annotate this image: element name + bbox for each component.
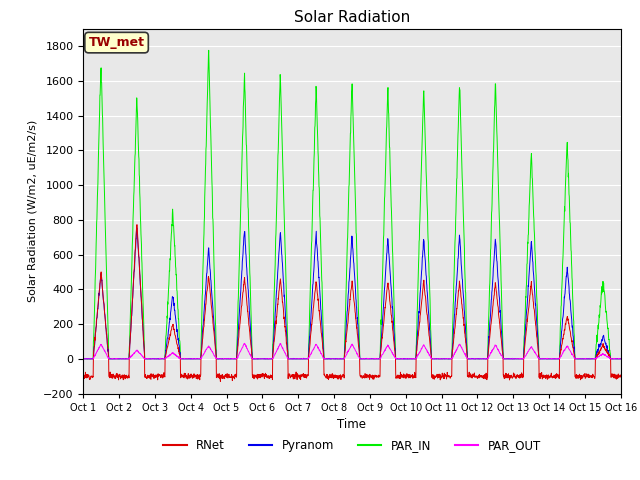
- Line: Pyranom: Pyranom: [83, 228, 621, 359]
- PAR_OUT: [229, 356, 237, 361]
- RNet: [509, 374, 516, 380]
- Pyranom: [133, 225, 141, 231]
- PAR_IN: [230, 356, 237, 361]
- Pyranom: [570, 338, 577, 344]
- RNet: [368, 374, 376, 380]
- Pyranom: [584, 356, 592, 362]
- PAR_IN: [81, 356, 88, 362]
- PAR_OUT: [380, 350, 387, 356]
- Line: RNet: RNet: [83, 225, 621, 382]
- RNet: [570, 349, 577, 355]
- Pyranom: [380, 307, 387, 312]
- PAR_IN: [617, 356, 625, 362]
- Text: TW_met: TW_met: [88, 36, 145, 49]
- PAR_OUT: [617, 356, 625, 362]
- Y-axis label: Solar Radiation (W/m2, uE/m2/s): Solar Radiation (W/m2, uE/m2/s): [28, 120, 37, 302]
- Line: PAR_IN: PAR_IN: [83, 50, 621, 359]
- Pyranom: [230, 356, 237, 361]
- PAR_OUT: [241, 340, 248, 346]
- RNet: [380, 323, 387, 328]
- PAR_OUT: [508, 356, 516, 361]
- RNet: [79, 372, 87, 378]
- PAR_IN: [380, 235, 387, 240]
- PAR_IN: [585, 356, 593, 362]
- RNet: [585, 375, 593, 381]
- RNet: [133, 222, 141, 228]
- Pyranom: [617, 356, 625, 361]
- PAR_OUT: [368, 356, 376, 362]
- RNet: [230, 374, 237, 380]
- PAR_OUT: [79, 356, 87, 362]
- PAR_OUT: [584, 356, 592, 362]
- Pyranom: [79, 356, 87, 362]
- PAR_IN: [368, 356, 376, 361]
- RNet: [216, 379, 224, 384]
- Pyranom: [368, 356, 376, 361]
- PAR_IN: [570, 318, 577, 324]
- Pyranom: [508, 356, 516, 361]
- PAR_IN: [79, 356, 87, 361]
- Legend: RNet, Pyranom, PAR_IN, PAR_OUT: RNet, Pyranom, PAR_IN, PAR_OUT: [158, 434, 546, 457]
- PAR_IN: [509, 356, 516, 362]
- Title: Solar Radiation: Solar Radiation: [294, 10, 410, 25]
- RNet: [617, 372, 625, 378]
- PAR_OUT: [570, 354, 577, 360]
- Line: PAR_OUT: PAR_OUT: [83, 343, 621, 359]
- PAR_IN: [205, 48, 212, 53]
- X-axis label: Time: Time: [337, 418, 367, 431]
